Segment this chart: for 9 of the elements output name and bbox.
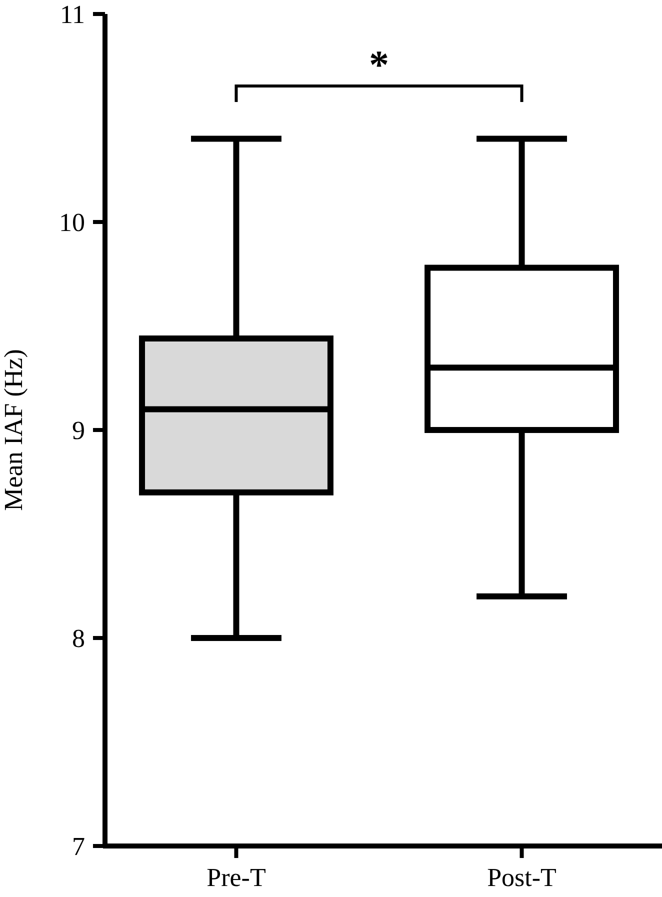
y-tick-label: 10 [59,208,85,238]
y-axis-title: Mean IAF (Hz) [0,349,28,511]
y-tick-label: 11 [60,0,85,30]
x-tick-label: Post-T [487,863,557,892]
x-tick-label: Pre-T [206,863,266,892]
y-tick-label: 8 [72,624,85,654]
annotation: * [369,42,389,87]
y-tick-label: 7 [72,832,85,862]
y-tick-label: 9 [72,416,85,446]
